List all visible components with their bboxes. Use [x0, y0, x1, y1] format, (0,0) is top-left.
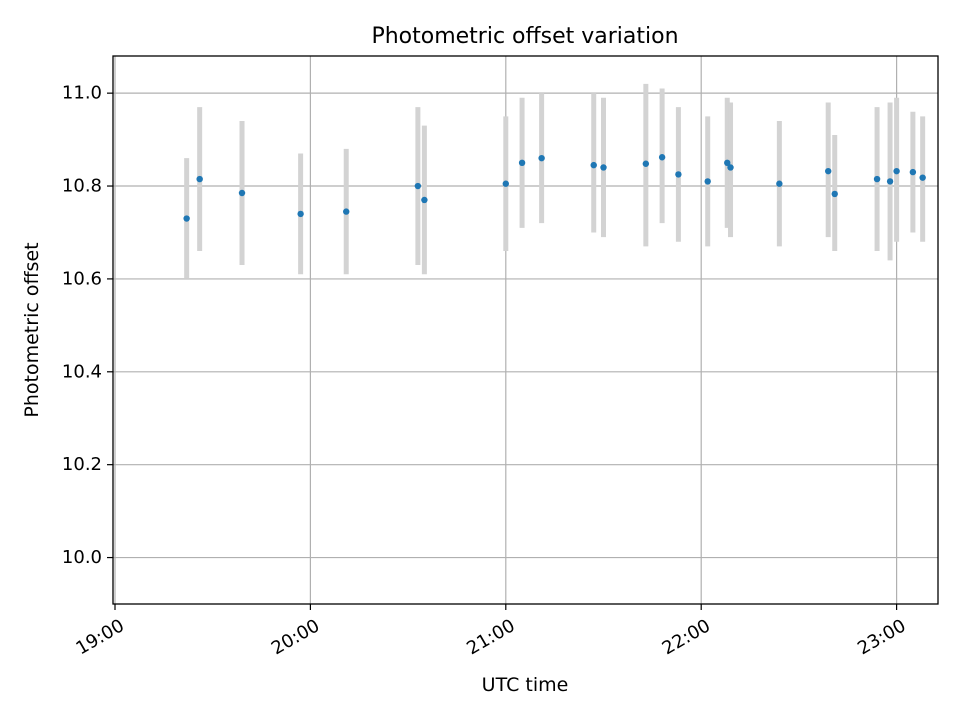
data-point [518, 159, 526, 167]
data-point [776, 180, 783, 187]
data-point [909, 168, 917, 176]
data-point [675, 171, 682, 178]
plot-frame [112, 55, 939, 605]
data-points [183, 154, 926, 222]
y-tick-label: 10.4 [62, 361, 102, 382]
chart-title: Photometric offset variation [371, 24, 678, 49]
y-tick-label: 10.6 [62, 268, 102, 289]
data-point [724, 159, 731, 167]
y-axis: 10.0 10.2 10.4 10.6 10.8 11.0 [62, 83, 113, 568]
x-axis-label: UTC time [482, 674, 569, 696]
data-point [502, 180, 509, 187]
y-tick-label: 11.0 [62, 83, 102, 104]
y-tick-label: 10.8 [62, 176, 102, 197]
data-point [590, 161, 597, 169]
y-tick-label: 10.2 [62, 454, 102, 475]
data-point [297, 210, 304, 218]
data-point [343, 208, 350, 215]
data-point [658, 154, 666, 161]
data-point [421, 196, 428, 204]
data-point [893, 167, 900, 175]
data-point [886, 178, 894, 185]
data-point [831, 190, 838, 198]
data-point [727, 164, 734, 171]
data-point [414, 182, 422, 190]
data-point [825, 167, 832, 175]
data-point [238, 189, 246, 197]
y-tick-label: 10.0 [62, 547, 102, 568]
data-point [873, 175, 881, 183]
data-point [642, 160, 650, 167]
data-point [704, 178, 711, 185]
data-point [183, 215, 190, 222]
data-point [538, 154, 545, 162]
data-point [196, 175, 203, 183]
y-axis-label: Photometric offset [21, 242, 43, 417]
data-point [919, 174, 926, 181]
data-point [600, 164, 607, 171]
